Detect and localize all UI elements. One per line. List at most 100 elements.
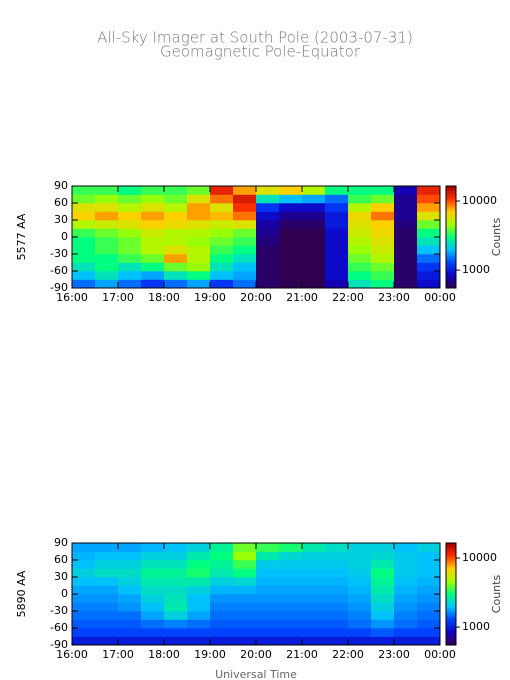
colorbar-step bbox=[446, 631, 456, 634]
heat-cell bbox=[210, 560, 234, 569]
heat-cell bbox=[394, 551, 418, 561]
heat-cell bbox=[417, 577, 441, 586]
chart-subtitle: Geomagnetic Pole-Equator bbox=[160, 43, 361, 61]
heat-cell bbox=[394, 636, 418, 646]
heat-cell bbox=[394, 602, 418, 612]
colorbar-step bbox=[446, 242, 456, 245]
heat-cell bbox=[141, 279, 165, 289]
heat-cell bbox=[233, 271, 257, 280]
heat-cell bbox=[394, 194, 418, 204]
colorbar-step bbox=[446, 643, 456, 646]
y-tick-label: 90 bbox=[54, 536, 68, 549]
x-tick-label: 00:00 bbox=[424, 648, 456, 661]
heat-cell bbox=[210, 577, 234, 586]
heat-cell bbox=[325, 228, 349, 238]
x-tick-label: 00:00 bbox=[424, 291, 456, 304]
colorbar-step bbox=[446, 220, 456, 222]
colorbar-step bbox=[446, 277, 456, 280]
heat-cell bbox=[72, 279, 96, 289]
colorbar-step bbox=[446, 199, 456, 202]
heat-cell bbox=[417, 262, 441, 272]
heat-cell bbox=[72, 203, 96, 212]
heat-cell bbox=[417, 254, 441, 263]
heat-cell bbox=[95, 254, 119, 263]
colorbar-step bbox=[446, 260, 456, 263]
y-tick-label: -90 bbox=[50, 281, 68, 294]
colorbar-step bbox=[446, 599, 456, 602]
heat-cell bbox=[348, 619, 372, 629]
heat-cell bbox=[141, 186, 165, 195]
heat-cell bbox=[164, 551, 188, 561]
heat-cell bbox=[371, 228, 395, 238]
heat-cell bbox=[371, 254, 395, 263]
heat-cell bbox=[279, 262, 303, 272]
colorbar-step bbox=[446, 186, 456, 188]
heat-cell bbox=[279, 628, 303, 637]
colorbar-step bbox=[446, 257, 456, 260]
colorbar-step bbox=[446, 616, 456, 619]
heat-cell bbox=[371, 560, 395, 569]
heat-cell bbox=[348, 220, 372, 229]
heat-cell bbox=[187, 628, 211, 637]
heat-cell bbox=[371, 271, 395, 280]
colorbar-step bbox=[446, 225, 456, 228]
heat-cell bbox=[302, 551, 326, 561]
heat-cell bbox=[72, 262, 96, 272]
heat-cell bbox=[141, 245, 165, 255]
heat-cell bbox=[348, 543, 372, 552]
heat-cell bbox=[210, 619, 234, 629]
heat-cell bbox=[141, 194, 165, 204]
heat-cell bbox=[348, 560, 372, 569]
heat-cell bbox=[118, 228, 142, 238]
heat-cell bbox=[210, 254, 234, 263]
colorbar-step bbox=[446, 271, 456, 273]
heat-cell bbox=[141, 262, 165, 272]
heat-cell bbox=[371, 628, 395, 637]
heat-cell bbox=[164, 203, 188, 212]
y-tick-label: 0 bbox=[61, 587, 68, 600]
heat-cell bbox=[210, 611, 234, 620]
x-tick-label: 20:00 bbox=[240, 291, 272, 304]
colorbar-step bbox=[446, 223, 456, 226]
heat-cell bbox=[187, 194, 211, 204]
heat-cell bbox=[325, 636, 349, 646]
heat-cell bbox=[210, 628, 234, 637]
heat-cell bbox=[394, 254, 418, 263]
heat-cell bbox=[279, 228, 303, 238]
colorbar-step bbox=[446, 607, 456, 610]
heat-cell bbox=[394, 585, 418, 595]
heat-cell bbox=[141, 211, 165, 221]
heat-cell bbox=[348, 203, 372, 212]
heat-cell bbox=[394, 619, 418, 629]
heat-cell bbox=[302, 245, 326, 255]
y-tick-label: -30 bbox=[50, 247, 68, 260]
heat-cell bbox=[164, 543, 188, 552]
heat-cell bbox=[417, 560, 441, 569]
heat-cell bbox=[279, 611, 303, 620]
heat-cell bbox=[302, 628, 326, 637]
colorbar-step bbox=[446, 284, 456, 287]
heat-cell bbox=[95, 602, 119, 612]
heat-cell bbox=[256, 271, 280, 280]
y-tick-label: -60 bbox=[50, 621, 68, 634]
colorbar-step bbox=[446, 238, 456, 241]
heat-cell bbox=[164, 560, 188, 569]
heat-cell bbox=[118, 543, 142, 552]
heat-cell bbox=[187, 211, 211, 221]
colorbar-step bbox=[446, 575, 456, 578]
heat-cell bbox=[95, 568, 119, 578]
heat-cell bbox=[325, 245, 349, 255]
heat-cell bbox=[141, 543, 165, 552]
heat-cell bbox=[118, 577, 142, 586]
heat-cell bbox=[302, 228, 326, 238]
colorbar-step bbox=[446, 573, 456, 576]
heat-cell bbox=[325, 237, 349, 246]
colorbar-step bbox=[446, 588, 456, 591]
heat-cell bbox=[279, 602, 303, 612]
colorbar-step bbox=[446, 585, 456, 588]
heat-cell bbox=[233, 594, 257, 603]
y-tick-label: 30 bbox=[54, 570, 68, 583]
heat-cell bbox=[118, 271, 142, 280]
colorbar-step bbox=[446, 216, 456, 219]
